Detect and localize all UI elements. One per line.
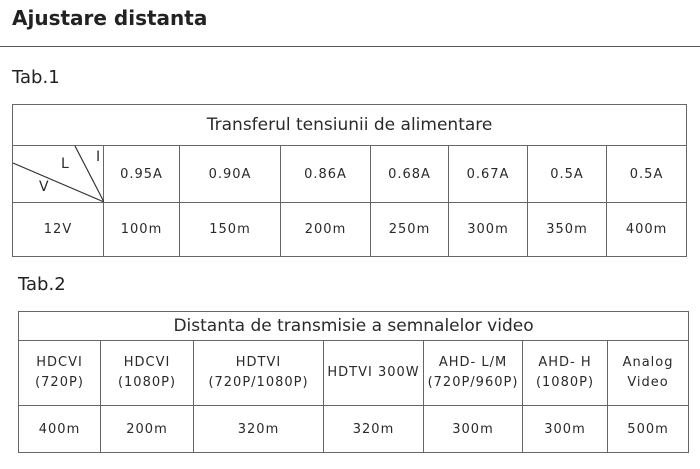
current-cell: 0.95A bbox=[103, 145, 180, 203]
distance-cell: 300m bbox=[522, 405, 608, 453]
distance-cell: 200m bbox=[280, 202, 371, 257]
signal-type-cell: HDTVI 300W bbox=[323, 340, 424, 406]
current-cell: 0.67A bbox=[448, 145, 528, 203]
distance-cell: 320m bbox=[323, 405, 424, 453]
current-cell: 0.5A bbox=[605, 145, 688, 203]
signal-type-cell: AHD- L/M (720P/960P) bbox=[423, 340, 523, 406]
label-v: V bbox=[39, 179, 50, 195]
signal-resolution: (720P/960P) bbox=[427, 375, 519, 390]
distance-cell: 400m bbox=[605, 202, 688, 257]
distance-cell: 400m bbox=[18, 405, 101, 453]
table-header: Transferul tensiunii de alimentare bbox=[11, 104, 688, 146]
diagonal-lines bbox=[13, 146, 104, 203]
current-cell: 0.90A bbox=[179, 145, 281, 203]
signal-type-cell: HDCVI (1080P) bbox=[100, 340, 194, 406]
distance-cell: 250m bbox=[370, 202, 449, 257]
divider bbox=[0, 46, 700, 47]
signal-resolution: (1080P) bbox=[117, 375, 177, 390]
signal-resolution: Video bbox=[627, 375, 669, 390]
current-cell: 0.86A bbox=[280, 145, 371, 203]
distance-cell: 150m bbox=[179, 202, 281, 257]
signal-name: HDTVI bbox=[235, 355, 282, 370]
distance-cell: 320m bbox=[193, 405, 324, 453]
current-cell: 0.5A bbox=[527, 145, 607, 203]
distance-cell: 200m bbox=[100, 405, 194, 453]
voltage-cell: 12V bbox=[12, 202, 104, 257]
signal-name: AHD- H bbox=[538, 355, 592, 370]
distance-cell: 500m bbox=[606, 405, 690, 453]
signal-name: Analog bbox=[622, 355, 674, 370]
label-l: L bbox=[61, 156, 70, 172]
distance-cell: 100m bbox=[103, 202, 180, 257]
distance-cell: 350m bbox=[527, 202, 607, 257]
signal-type-cell: Analog Video bbox=[606, 340, 690, 406]
corner-cell: L I V bbox=[12, 145, 104, 203]
signal-type-cell: AHD- H (1080P) bbox=[522, 340, 608, 406]
tab1-label: Tab.1 bbox=[12, 67, 60, 88]
power-transfer-table: Transferul tensiunii de alimentare L I V… bbox=[11, 104, 688, 257]
signal-name: AHD- L/M bbox=[438, 355, 508, 370]
signal-type-cell: HDTVI (720P/1080P) bbox=[193, 340, 324, 406]
video-distance-table: Distanta de transmisie a semnalelor vide… bbox=[17, 311, 690, 453]
signal-resolution: (720P) bbox=[35, 375, 84, 390]
label-i: I bbox=[96, 149, 102, 165]
signal-resolution: (720P/1080P) bbox=[208, 375, 309, 390]
distance-cell: 300m bbox=[448, 202, 528, 257]
signal-name: HDCVI bbox=[123, 355, 171, 370]
signal-type-cell: HDCVI (720P) bbox=[18, 340, 101, 406]
signal-name: HDCVI bbox=[36, 355, 83, 370]
signal-resolution: (1080P) bbox=[535, 375, 595, 390]
tab2-label: Tab.2 bbox=[18, 274, 66, 295]
signal-name: HDTVI 300W bbox=[327, 365, 420, 380]
table-header: Distanta de transmisie a semnalelor vide… bbox=[17, 311, 690, 341]
page-title: Ajustare distanta bbox=[12, 6, 208, 30]
distance-cell: 300m bbox=[423, 405, 523, 453]
current-cell: 0.68A bbox=[370, 145, 449, 203]
